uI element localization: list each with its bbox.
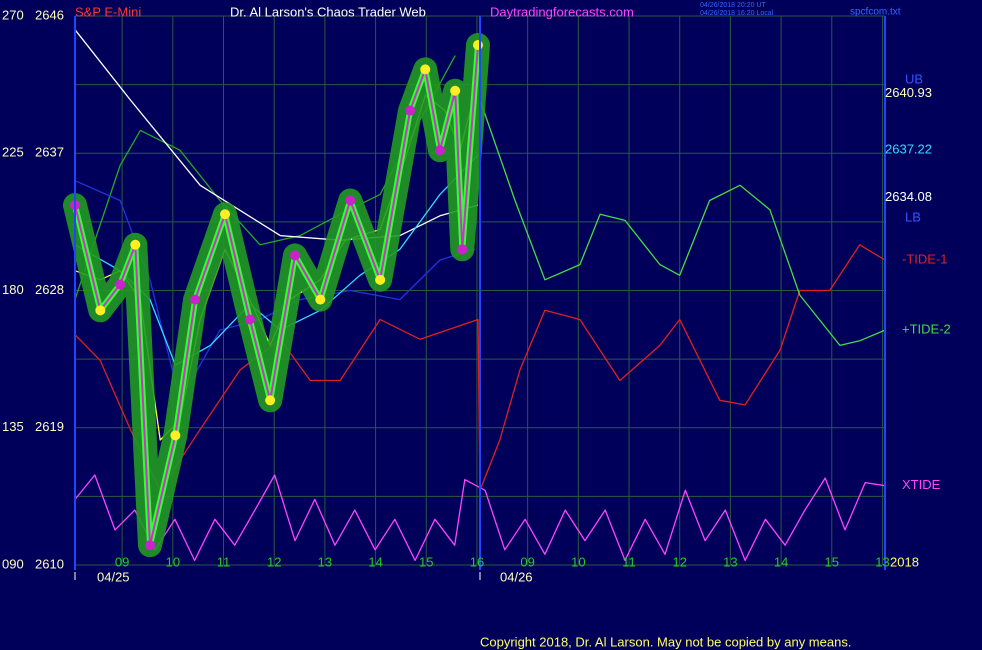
price-dot [190,294,201,305]
price-dot [375,274,386,285]
label-layer: 2610 2619 2628 2637 2646 090 135 180 225 270 09 10 1… [2,7,951,571]
y2-tick-label: 270 [2,7,24,22]
x-tick-label: 09 [115,554,129,569]
level-label: 2640.93 [885,85,932,100]
x-tick-label: 12 [267,554,281,569]
lower-bound-label: LB [905,209,921,224]
y-tick-label: 2619 [35,419,64,434]
series-layer [63,29,886,562]
series-line [479,99,886,347]
series-line [74,44,479,547]
instrument: S&P E-Mini [75,4,141,19]
price-dot [265,395,276,406]
price-dot [289,250,300,261]
y2-tick-label: 090 [2,556,24,571]
y2-tick-label: 180 [2,282,24,297]
upper-bound-label: UB [905,71,923,86]
level-label: 2634.08 [885,189,932,204]
x-tick-label: 12 [672,554,686,569]
x-tick-label: 10 [571,554,585,569]
copyright: Copyright 2018, Dr. Al Larson. May not b… [480,634,851,649]
stamp-ut: 04/26/2018 20:20 UT [700,2,766,9]
file-name: spcfcom.txt [850,7,901,18]
price-dot [315,294,326,305]
level-label: 2637.22 [885,141,932,156]
price-dot [130,239,141,250]
price-dot [145,540,156,551]
series-label: +TIDE-2 [902,322,951,337]
y-tick-label: 2610 [35,556,64,571]
x-tick-label: 11 [217,554,231,569]
y-tick-label: 2637 [35,145,64,160]
series-line [74,244,886,491]
x-tick-label: 15 [825,554,839,569]
price-dot [95,305,106,316]
x-tick-label: 16 [470,554,484,569]
y-tick-label: 2628 [35,282,64,297]
price-dot [457,244,468,255]
y-tick-label: 2646 [35,7,64,22]
chart-title: Dr. Al Larson's Chaos Trader Web [230,4,426,19]
year-label: 2018 [890,554,919,569]
price-dot [420,64,431,75]
x-tick-label: 13 [318,554,332,569]
price-dot [450,85,461,96]
series-label: XTIDE [902,477,941,492]
price-dot [472,39,483,50]
x-tick-label: 09 [520,554,534,569]
x-tick-label: 10 [166,554,180,569]
price-dot [115,279,126,290]
x-tick-label: 13 [723,554,737,569]
y2-tick-label: 135 [2,419,24,434]
stamp-local: 04/26/2018 16:20 Local [700,10,774,17]
date-label: 04/25 [97,569,130,584]
series-line [74,474,886,562]
price-dot [244,314,255,325]
price-dot [170,430,181,441]
series-label: -TIDE-1 [902,251,948,266]
series-line [74,29,479,241]
x-tick-label: 13 [875,554,889,569]
x-tick-label: 15 [419,554,433,569]
date-label: 04/26 [500,569,533,584]
site: Daytradingforecasts.com [490,4,634,19]
price-dot [345,195,356,206]
x-tick-label: 11 [622,554,636,569]
price-dot [434,145,445,156]
x-tick-label: 14 [368,554,382,569]
x-tick-label: 14 [774,554,788,569]
price-dot [405,105,416,116]
price-dot [220,209,231,220]
y2-tick-label: 225 [2,145,24,160]
